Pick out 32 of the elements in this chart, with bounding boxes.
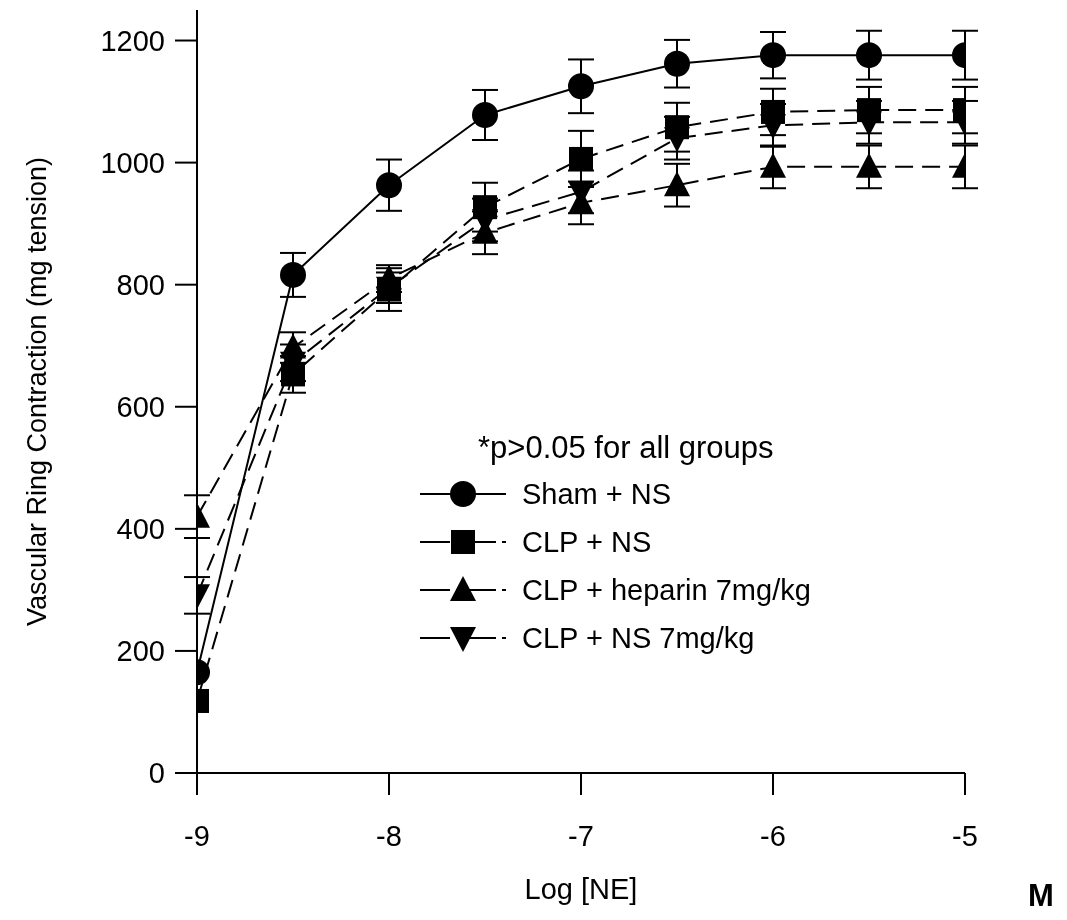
point	[760, 114, 786, 140]
x-tick-label: -8	[376, 819, 402, 852]
point	[856, 111, 882, 137]
point	[376, 172, 402, 199]
legend-label: CLP + heparin 7mg/kg	[522, 573, 811, 607]
y-axis-title: Vascular Ring Contraction (mg tension)	[21, 156, 52, 627]
point	[664, 50, 690, 77]
legend-label: CLP + NS 7mg/kg	[522, 621, 755, 655]
x-tick-label: -7	[568, 819, 594, 852]
y-tick-label: 600	[116, 391, 165, 424]
legend-label: CLP + NS	[522, 525, 652, 559]
point	[856, 42, 882, 69]
point	[568, 73, 594, 100]
y-tick-label: 800	[116, 268, 165, 301]
text: M	[1028, 878, 1054, 914]
x-tick-label: -6	[760, 819, 786, 852]
point	[472, 101, 498, 128]
y-tick-label: 200	[116, 635, 165, 668]
y-tick-label: 1200	[100, 24, 165, 57]
x-tick-label: -9	[184, 819, 210, 852]
y-tick-label: 0	[148, 757, 165, 790]
point	[664, 171, 690, 197]
point	[569, 146, 593, 171]
y-tick-label: 400	[116, 513, 165, 546]
point	[760, 42, 786, 69]
y-tick-label: 1000	[100, 146, 165, 179]
point	[664, 127, 690, 153]
legend-label: Sham + NS	[522, 477, 672, 511]
x-tick-label: -5	[952, 819, 978, 852]
annotation: *p>0.05 for all groups	[478, 430, 774, 466]
point	[280, 261, 306, 288]
x-axis-title: Log [NE]	[524, 873, 638, 905]
